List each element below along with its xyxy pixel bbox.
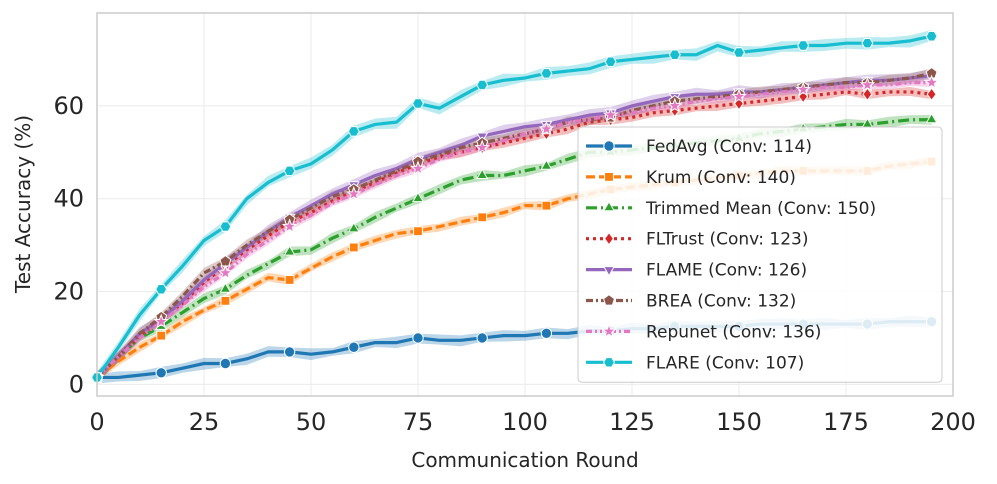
- data-point-marker: [284, 275, 295, 285]
- data-point-marker: [348, 242, 359, 253]
- legend: FedAvg (Conv: 114) Krum (Conv: 140) Trimme…: [577, 126, 943, 383]
- data-point-marker: [604, 56, 617, 67]
- data-point-marker: [474, 139, 490, 155]
- legend-marker-swatch: [604, 171, 614, 182]
- series-line: [95, 90, 932, 379]
- data-point-marker: [348, 341, 360, 353]
- x-axis-title: Communication Round: [411, 448, 638, 472]
- data-point-marker: [346, 185, 362, 201]
- confidence-band: [97, 78, 932, 382]
- x-tick-label: 150: [716, 408, 762, 436]
- data-point-marker: [731, 88, 747, 104]
- series-line: [95, 71, 932, 379]
- data-point-marker: [923, 74, 940, 90]
- series-markers: [89, 30, 940, 385]
- legend-marker-swatch: [602, 200, 616, 212]
- series-line: [95, 118, 932, 379]
- data-point-marker: [859, 76, 876, 92]
- data-point-marker: [411, 98, 425, 109]
- data-point-marker: [219, 221, 232, 232]
- y-axis-title: Test Accuracy (%): [11, 115, 35, 294]
- data-point-marker: [412, 332, 424, 344]
- data-point-marker: [795, 81, 811, 97]
- data-point-marker: [476, 332, 488, 344]
- legend-entry-label: FLAME (Conv: 126): [646, 261, 807, 281]
- legend-entry-label: BREA (Conv: 132): [646, 292, 796, 312]
- data-point-marker: [283, 245, 296, 256]
- data-point-marker: [541, 200, 552, 211]
- data-point-marker: [476, 79, 489, 91]
- data-point-marker: [347, 221, 360, 233]
- data-point-marker: [283, 165, 296, 177]
- data-point-marker: [602, 106, 619, 122]
- y-axis-ticks: 0 20 40 60: [53, 92, 84, 399]
- data-point-marker: [281, 218, 298, 234]
- x-tick-label: 0: [89, 408, 104, 436]
- x-tick-label: 200: [930, 408, 976, 436]
- data-point-marker: [217, 264, 234, 280]
- data-point-marker: [156, 330, 167, 341]
- data-point-marker: [926, 87, 937, 102]
- x-tick-label: 100: [502, 408, 548, 436]
- data-point-marker: [797, 40, 810, 51]
- data-point-marker: [732, 47, 746, 58]
- legend-entry-label: FLTrust (Conv: 123): [646, 230, 809, 250]
- data-point-marker: [668, 49, 681, 61]
- x-tick-label: 50: [296, 408, 327, 436]
- y-tick-label: 40: [53, 185, 84, 213]
- x-tick-label: 175: [823, 408, 869, 436]
- series-lines: [95, 34, 932, 380]
- plot-frame: [96, 12, 954, 397]
- y-tick-label: 20: [53, 278, 84, 306]
- data-point-marker: [283, 346, 296, 358]
- data-point-marker: [540, 327, 553, 340]
- legend-marker-swatch: [602, 357, 616, 368]
- legend-entry-label: FLARE (Conv: 107): [646, 353, 804, 373]
- legend-marker-swatch: [602, 266, 616, 277]
- data-point-marker: [410, 160, 426, 176]
- series-line: [95, 74, 932, 379]
- data-point-marker: [219, 357, 232, 370]
- legend-marker-swatch: [603, 231, 615, 246]
- series-line: [95, 34, 932, 379]
- legend-entry-label: Krum (Conv: 140): [646, 168, 796, 188]
- series-line: [95, 81, 932, 379]
- legend-entry-label: FedAvg (Conv: 114): [646, 137, 812, 157]
- data-point-marker: [540, 159, 553, 170]
- data-point-marker: [862, 87, 873, 102]
- y-tick-label: 0: [69, 370, 84, 398]
- data-point-marker: [925, 30, 938, 42]
- legend-box: [577, 126, 943, 383]
- data-point-marker: [538, 120, 555, 136]
- data-point-marker: [155, 283, 168, 295]
- series-line: [96, 159, 932, 379]
- legend-marker-swatch: [602, 294, 616, 306]
- data-point-marker: [476, 168, 489, 179]
- data-point-marker: [861, 37, 874, 49]
- data-point-marker: [411, 191, 425, 203]
- x-tick-label: 125: [609, 408, 655, 436]
- y-tick-label: 60: [53, 92, 84, 120]
- data-point-marker: [925, 112, 938, 124]
- data-point-marker: [540, 68, 553, 79]
- x-tick-label: 25: [189, 408, 220, 436]
- data-point-marker: [347, 126, 360, 137]
- data-point-marker: [153, 313, 169, 329]
- x-axis-ticks: 0 25 50 75 100 125 150 175 200: [89, 408, 976, 436]
- legend-marker-swatch: [601, 323, 617, 339]
- legend-marker-swatch: [603, 140, 615, 152]
- legend-entry-label: Trimmed Mean (Conv: 150): [645, 199, 876, 219]
- data-point-marker: [477, 212, 488, 223]
- data-point-marker: [220, 295, 231, 306]
- data-point-marker: [155, 367, 167, 379]
- x-tick-label: 75: [403, 408, 434, 436]
- data-point-marker: [413, 226, 423, 237]
- confidence-band: [97, 69, 932, 384]
- data-point-marker: [667, 97, 683, 113]
- legend-entry-label: Repunet (Conv: 136): [646, 322, 821, 342]
- data-point-marker: [219, 282, 232, 293]
